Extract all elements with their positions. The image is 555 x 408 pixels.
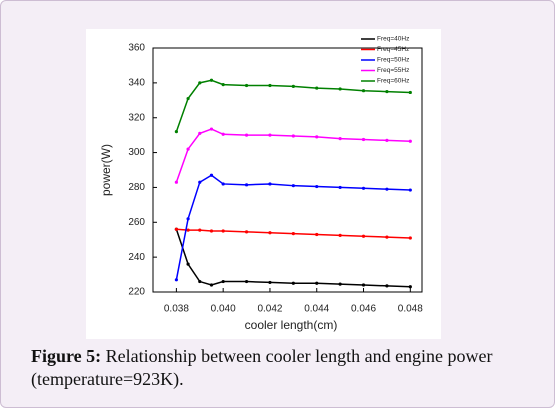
y-axis-label: power(W) — [99, 144, 113, 196]
series-marker — [408, 90, 412, 95]
series-marker — [385, 89, 389, 94]
x-tick-label: 0.046 — [351, 304, 376, 315]
series-marker — [221, 132, 225, 136]
y-tick-label: 300 — [128, 147, 145, 158]
y-tick-label: 220 — [128, 287, 145, 298]
series-marker — [268, 280, 272, 285]
series-marker — [186, 96, 190, 101]
series-marker — [174, 278, 178, 282]
series-marker — [221, 229, 225, 233]
series-marker — [209, 173, 214, 177]
y-tick-label: 260 — [128, 217, 145, 228]
series-marker — [174, 180, 178, 184]
series-marker — [338, 137, 342, 141]
caption-text: Relationship between cooler length and e… — [31, 346, 493, 389]
x-tick-label: 0.038 — [164, 304, 189, 315]
series-marker — [385, 235, 389, 239]
x-tick-label: 0.048 — [398, 304, 423, 315]
series-marker — [408, 188, 412, 192]
series-marker — [221, 279, 225, 284]
series-marker — [291, 184, 295, 188]
series-marker — [361, 186, 366, 190]
series-marker — [315, 135, 319, 139]
series-marker — [221, 182, 225, 186]
series-marker — [338, 87, 342, 91]
y-tick-label: 360 — [128, 43, 145, 54]
legend-label: Freq=50Hz — [377, 57, 409, 64]
x-tick-label: 0.040 — [211, 304, 236, 315]
series-marker — [338, 185, 342, 190]
series-marker — [361, 89, 366, 93]
y-tick-label: 240 — [128, 252, 145, 263]
x-tick-label: 0.042 — [257, 304, 282, 315]
series-marker — [198, 180, 202, 184]
caption-label: Figure 5: — [31, 346, 102, 366]
series-marker — [209, 127, 214, 131]
series-marker — [268, 182, 272, 186]
series-marker — [338, 233, 342, 237]
series-marker — [174, 130, 178, 134]
series-marker — [268, 133, 272, 137]
series-marker — [291, 232, 295, 236]
series-marker — [198, 279, 202, 284]
y-tick-label: 320 — [128, 112, 145, 123]
series-marker — [361, 137, 366, 142]
series-marker — [408, 236, 412, 240]
legend-label: Freq=60Hz — [377, 78, 409, 85]
series-marker — [385, 284, 389, 288]
legend-label: Freq=45Hz — [377, 46, 409, 53]
series-marker — [244, 183, 249, 187]
caption: Figure 5: Relationship between cooler le… — [31, 345, 531, 391]
series-marker — [315, 232, 319, 237]
y-tick-label: 280 — [128, 182, 145, 193]
series-marker — [244, 230, 249, 234]
series-marker — [186, 147, 190, 151]
series-marker — [186, 217, 190, 221]
series-marker — [244, 83, 249, 88]
plot-frame — [152, 47, 423, 293]
series-marker — [408, 285, 412, 289]
series-marker — [186, 262, 190, 266]
series-marker — [385, 138, 389, 142]
series-marker — [221, 83, 225, 87]
series-marker — [315, 184, 319, 189]
series-marker — [209, 229, 214, 233]
series-marker — [186, 228, 190, 232]
series-marker — [315, 281, 319, 285]
series-marker — [268, 83, 272, 88]
series-marker — [198, 228, 202, 232]
series-marker — [198, 131, 202, 135]
series-marker — [291, 134, 295, 138]
series-marker — [244, 279, 249, 284]
series-marker — [361, 283, 366, 287]
series-marker — [361, 234, 366, 238]
series-marker — [315, 86, 319, 90]
series-marker — [291, 281, 295, 285]
series-marker — [385, 187, 389, 191]
series-marker — [174, 227, 178, 231]
x-axis-label: cooler length(cm) — [245, 318, 338, 332]
legend-label: Freq=40Hz — [377, 36, 409, 43]
series-marker — [291, 84, 295, 88]
series-marker — [244, 133, 249, 137]
series-marker — [408, 139, 412, 143]
series-marker — [268, 231, 272, 235]
series-marker — [338, 282, 342, 286]
x-tick-label: 0.044 — [304, 304, 329, 315]
series-marker — [209, 78, 214, 82]
series-marker — [198, 81, 202, 85]
series-marker — [209, 283, 214, 287]
y-tick-label: 340 — [128, 77, 145, 88]
legend-label: Freq=55Hz — [377, 67, 409, 74]
